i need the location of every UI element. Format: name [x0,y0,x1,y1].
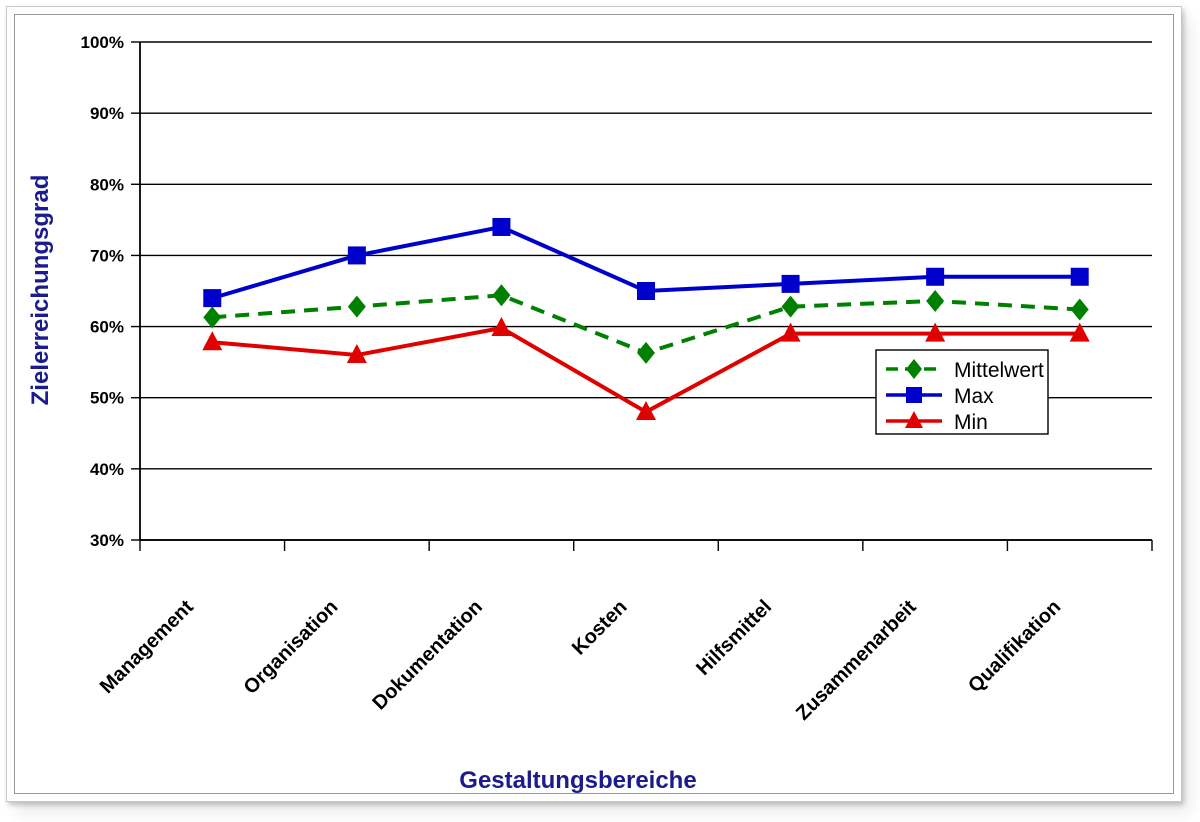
x-tick-label-hilfsmittel: Hilfsmittel [692,596,776,680]
legend-marker-min [905,411,923,428]
data-point-max[interactable] [637,282,655,300]
data-point-mittelwert[interactable] [926,289,945,312]
y-tick-label: 70% [90,246,124,265]
x-tick-label-zusammenarbeit: Zusammenarbeit [792,596,921,725]
legend-label-max[interactable]: Max [954,385,994,408]
x-tick-label-kosten: Kosten [568,596,631,659]
data-point-max[interactable] [1070,267,1089,286]
y-tick-label: 90% [90,104,124,123]
y-axis-title: Zielerreichungsgrad [27,175,54,406]
y-tick-label: 40% [90,460,124,479]
x-tick-label-management: Management [96,596,198,698]
x-tick-label-qualifikation: Qualifikation [964,596,1065,697]
data-point-min[interactable] [491,316,512,336]
chart-legend[interactable]: Mittelwert Max Min [875,349,1049,435]
y-tick-label: 60% [90,318,124,337]
legend-label-min[interactable]: Min [954,411,988,434]
data-point-mittelwert[interactable] [637,341,655,364]
y-tick-label: 50% [90,389,124,408]
y-tick-label: 100% [81,33,124,52]
data-point-mittelwert[interactable] [203,306,222,329]
x-tick-label-dokumentation: Dokumentation [368,596,486,714]
data-point-min[interactable] [202,331,223,351]
data-point-min[interactable] [636,400,656,420]
data-point-min[interactable] [780,322,801,342]
y-tick-label: 30% [90,531,124,550]
data-point-min[interactable] [1069,322,1090,342]
y-tick-labels: 100% 90% 80% 70% 60% 50% 40% 30% [81,33,124,550]
data-point-min[interactable] [925,322,946,342]
data-point-mittelwert[interactable] [1070,298,1089,321]
data-point-min[interactable] [346,344,367,364]
data-point-mittelwert[interactable] [781,295,800,318]
legend-marker-max [906,387,922,403]
y-axis-title-text: Zielerreichungsgrad [27,175,54,406]
data-point-mittelwert[interactable] [347,295,366,318]
series-layer [202,217,1090,420]
data-point-max[interactable] [492,217,511,236]
y-tick-label: 80% [90,175,124,194]
x-tick-labels: Management Organisation Dokumentation Koste… [96,596,1065,725]
legend-label-mittelwert[interactable]: Mittelwert [954,359,1044,382]
data-point-max[interactable] [781,274,800,293]
data-point-mittelwert[interactable] [492,284,511,307]
data-point-max[interactable] [926,267,945,286]
data-point-max[interactable] [203,289,222,308]
legend-marker-mittelwert [906,359,922,379]
x-tick-marks [139,540,1153,551]
x-tick-label-organisation: Organisation [240,596,343,699]
data-point-max[interactable] [347,246,366,265]
x-axis-title-text: Gestaltungsbereiche [459,767,696,794]
